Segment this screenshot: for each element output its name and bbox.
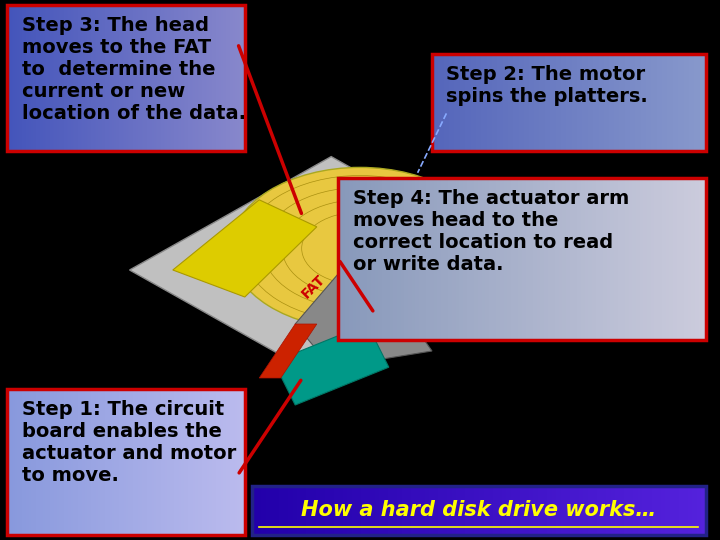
- Ellipse shape: [230, 167, 490, 329]
- Text: FAT: FAT: [299, 272, 328, 301]
- Polygon shape: [274, 324, 389, 405]
- Text: Step 3: The head
moves to the FAT
to  determine the
current or new
location of t: Step 3: The head moves to the FAT to det…: [22, 16, 246, 123]
- Text: Step 1: The circuit
board enables the
actuator and motor
to move.: Step 1: The circuit board enables the ac…: [22, 400, 236, 484]
- Polygon shape: [130, 157, 533, 383]
- Text: Step 2: The motor
spins the platters.: Step 2: The motor spins the platters.: [446, 65, 648, 106]
- Text: Step 4: The actuator arm
moves head to the
correct location to read
or write dat: Step 4: The actuator arm moves head to t…: [353, 189, 629, 274]
- Text: How a hard disk drive works…: How a hard disk drive works…: [301, 500, 657, 521]
- Polygon shape: [259, 324, 317, 378]
- Polygon shape: [295, 248, 432, 367]
- Circle shape: [342, 235, 378, 262]
- Polygon shape: [173, 200, 317, 297]
